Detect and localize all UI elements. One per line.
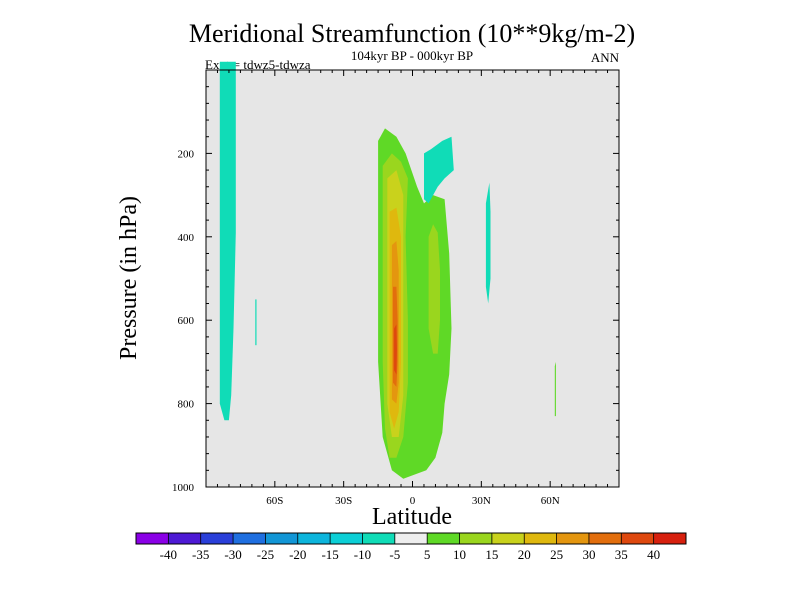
x-tick-label: 60N — [541, 495, 560, 507]
colorbar-label: 20 — [518, 547, 531, 562]
colorbar-swatch — [621, 533, 654, 544]
colorbar-label: 5 — [424, 547, 431, 562]
colorbar-swatch — [136, 533, 169, 544]
x-tick-label: 60S — [266, 495, 283, 507]
y-tick-label: 1000 — [172, 482, 195, 494]
colorbar-swatch — [653, 533, 687, 544]
colorbar-swatch — [556, 533, 590, 544]
chart-subtitle: 104kyr BP - 000kyr BP — [351, 48, 473, 63]
colorbar-frame — [135, 532, 687, 545]
colorbar-label: 30 — [582, 547, 595, 562]
x-tick-label: 30N — [472, 495, 491, 507]
contour-region-upper-negative-patch — [424, 136, 454, 204]
contour-region-nh-negative-strip — [485, 182, 491, 304]
colorbar-swatch — [588, 533, 622, 544]
colorbar: -40 -35 -30 -25 -20 -15 -10 -5 5 10 15 20 25 30 35 40 — [135, 532, 687, 562]
y-tick-label: 400 — [178, 232, 195, 244]
y-axis-label: Pressure (in hPa) — [116, 196, 142, 360]
x-axis: 60S 30S 0 30N 60N — [216, 70, 609, 507]
colorbar-label: 40 — [647, 547, 660, 562]
x-tick-label: 0 — [410, 495, 416, 507]
colorbar-swatch — [168, 533, 201, 544]
colorbar-swatch — [524, 533, 557, 544]
colorbar-label: 15 — [485, 547, 498, 562]
y-tick-label: 600 — [178, 315, 195, 327]
colorbar-swatch — [362, 533, 396, 544]
colorbar-label: 25 — [550, 547, 563, 562]
contour-region-nh-small-positive-strip — [554, 361, 556, 417]
plot-area — [205, 61, 620, 488]
contour-region-positive-cell-35 — [394, 324, 397, 375]
colorbar-label: -10 — [354, 547, 371, 562]
colorbar-label: -20 — [289, 547, 306, 562]
colorbar-label: -5 — [389, 547, 400, 562]
colorbar-label: 10 — [453, 547, 466, 562]
colorbar-swatch — [394, 533, 428, 544]
chart-title: Meridional Streamfunction (10**9kg/m-2) — [189, 19, 635, 48]
colorbar-swatch — [459, 533, 493, 544]
colorbar-label: -35 — [192, 547, 209, 562]
colorbar-swatch — [200, 533, 234, 544]
colorbar-label: -25 — [257, 547, 274, 562]
contour-region-sh-small-negative-strip — [255, 299, 257, 346]
contour-region-nh-secondary-cell — [428, 224, 440, 354]
colorbar-label: -30 — [224, 547, 241, 562]
x-tick-label: 30S — [335, 495, 352, 507]
colorbar-swatch — [427, 533, 460, 544]
y-tick-label: 200 — [178, 148, 195, 160]
colorbar-label: -40 — [160, 547, 177, 562]
colorbar-swatch — [491, 533, 525, 544]
colorbar-swatch — [265, 533, 299, 544]
contour-region-sh-negative-cell — [219, 61, 236, 421]
y-tick-label: 800 — [178, 399, 195, 411]
y-axis: 200 400 600 800 1000 — [172, 86, 619, 494]
season-label: ANN — [591, 50, 620, 65]
x-axis-label: Latitude — [372, 504, 452, 530]
colorbar-swatch — [233, 533, 266, 544]
colorbar-label: 35 — [615, 547, 628, 562]
colorbar-swatch — [297, 533, 331, 544]
colorbar-swatch — [330, 533, 363, 544]
colorbar-label: -15 — [321, 547, 338, 562]
